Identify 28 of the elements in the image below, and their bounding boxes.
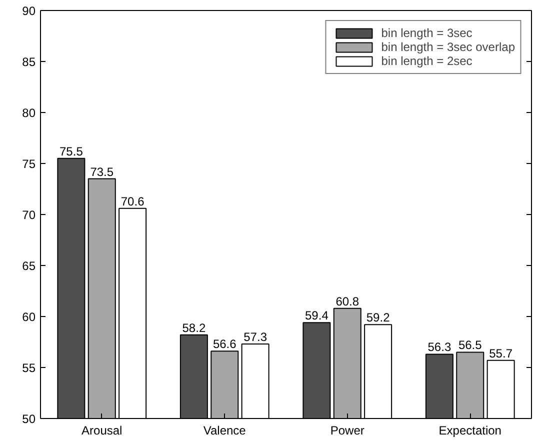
data-label: 59.2 xyxy=(366,310,390,325)
data-label: 57.3 xyxy=(244,330,268,344)
data-label: 55.7 xyxy=(489,346,513,360)
data-label: 59.4 xyxy=(305,308,329,323)
data-label: 56.5 xyxy=(458,338,482,352)
data-label: 75.5 xyxy=(60,144,84,158)
x-tick-label: Arousal xyxy=(82,424,122,438)
data-label: 70.6 xyxy=(120,194,145,208)
y-tick-label: 80 xyxy=(22,106,36,120)
x-tick-label: Expectation xyxy=(438,424,502,438)
data-label: 56.3 xyxy=(428,340,452,354)
y-tick-label: 70 xyxy=(22,208,36,222)
y-tick-label: 75 xyxy=(22,157,36,171)
x-tick-label: Power xyxy=(330,424,364,438)
data-label: 60.8 xyxy=(336,294,360,308)
y-tick-label: 55 xyxy=(22,361,36,375)
data-label: 73.5 xyxy=(90,164,114,179)
y-tick-label: 90 xyxy=(22,4,36,18)
y-tick-label: 50 xyxy=(22,412,36,426)
x-tick-label: Valence xyxy=(203,424,246,438)
y-tick-label: 65 xyxy=(22,259,36,273)
data-label: 58.2 xyxy=(182,320,206,335)
legend-label: bin length = 3sec xyxy=(381,26,472,40)
legend-label: bin length = 2sec xyxy=(381,54,472,68)
data-label: 56.6 xyxy=(212,337,237,352)
legend-label: bin length = 3sec overlap xyxy=(381,40,515,54)
y-tick-label: 60 xyxy=(22,310,36,324)
y-tick-label: 85 xyxy=(22,55,36,69)
